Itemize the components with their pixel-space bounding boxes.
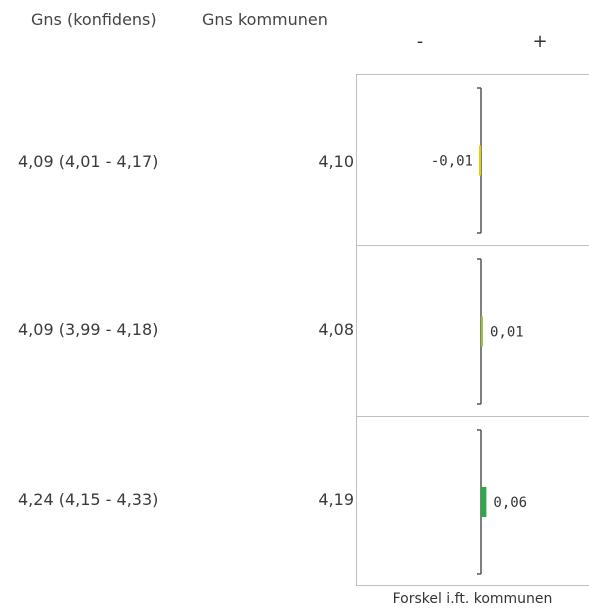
column-header-confidence: Gns (konfidens)	[31, 10, 157, 29]
row-confidence-value: 4,24 (4,15 - 4,33)	[18, 490, 159, 509]
difference-bar	[481, 487, 487, 517]
difference-label: 0,01	[490, 325, 524, 341]
difference-bar	[479, 145, 481, 176]
difference-label: -0,01	[431, 154, 473, 170]
difference-chart: 0,06	[477, 429, 527, 575]
difference-label: 0,06	[493, 495, 527, 511]
row-municipality-value: 4,08	[318, 320, 354, 339]
x-axis-label: Forskel i.ft. kommunen	[392, 591, 553, 607]
difference-panel: -0,01	[356, 74, 589, 245]
column-header-municipality: Gns kommunen	[202, 10, 328, 29]
row-municipality-value: 4,10	[318, 152, 354, 171]
difference-panel: 0,06	[356, 416, 589, 586]
row-confidence-value: 4,09 (3,99 - 4,18)	[18, 320, 159, 339]
plus-sign: +	[532, 31, 548, 52]
difference-chart: 0,01	[477, 258, 524, 405]
difference-panel: 0,01	[356, 245, 589, 416]
row-confidence-value: 4,09 (4,01 - 4,17)	[18, 152, 159, 171]
difference-bar	[481, 316, 483, 347]
row-municipality-value: 4,19	[318, 490, 354, 509]
difference-chart: -0,01	[431, 87, 482, 234]
minus-sign: -	[416, 31, 424, 52]
